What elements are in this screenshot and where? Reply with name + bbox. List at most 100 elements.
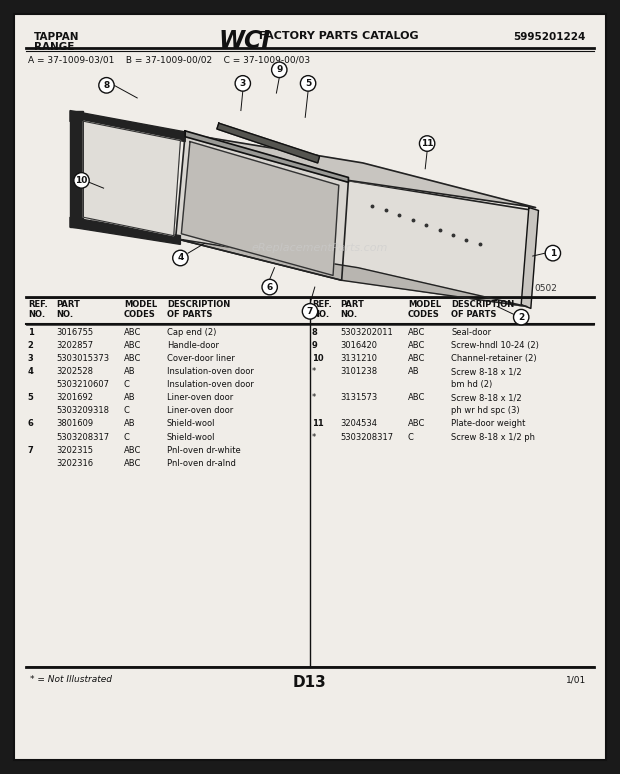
Circle shape	[545, 245, 560, 261]
Text: PART
NO.: PART NO.	[341, 300, 365, 319]
Text: 5303202011: 5303202011	[341, 328, 394, 337]
Text: Cap end (2): Cap end (2)	[167, 328, 216, 337]
Text: 5: 5	[305, 79, 311, 88]
Polygon shape	[175, 238, 527, 307]
Text: AB: AB	[124, 367, 135, 376]
Text: Seal-door: Seal-door	[451, 328, 491, 337]
Text: 1: 1	[28, 328, 33, 337]
Text: Screw-hndl 10-24 (2): Screw-hndl 10-24 (2)	[451, 341, 539, 350]
Text: 3131210: 3131210	[341, 354, 378, 363]
Polygon shape	[84, 122, 180, 235]
Text: Pnl-oven dr-alnd: Pnl-oven dr-alnd	[167, 459, 236, 467]
Text: AB: AB	[408, 367, 420, 376]
Text: 11: 11	[312, 420, 324, 429]
Text: 5303210607: 5303210607	[56, 380, 110, 389]
Text: FACTORY PARTS CATALOG: FACTORY PARTS CATALOG	[255, 31, 419, 41]
Text: ABC: ABC	[408, 328, 425, 337]
Polygon shape	[341, 180, 534, 307]
Circle shape	[513, 310, 529, 325]
Text: 9: 9	[312, 341, 317, 350]
Text: 9: 9	[276, 65, 283, 74]
Polygon shape	[175, 134, 348, 280]
Text: 11: 11	[421, 139, 433, 148]
Text: DESCRIPTION
OF PARTS: DESCRIPTION OF PARTS	[451, 300, 515, 319]
Text: *: *	[312, 367, 316, 376]
Text: 3204534: 3204534	[341, 420, 378, 429]
Text: 8: 8	[312, 328, 317, 337]
Polygon shape	[185, 134, 536, 207]
Text: AB: AB	[124, 420, 135, 429]
Text: 3016755: 3016755	[56, 328, 94, 337]
Text: 2: 2	[28, 341, 33, 350]
Text: eReplacementParts.com: eReplacementParts.com	[252, 243, 388, 253]
Text: Insulation-oven door: Insulation-oven door	[167, 380, 254, 389]
Text: 6: 6	[28, 420, 33, 429]
Text: 3201692: 3201692	[56, 393, 94, 402]
Polygon shape	[185, 131, 348, 183]
Circle shape	[301, 76, 316, 91]
Text: WCI: WCI	[219, 29, 271, 53]
Text: C: C	[124, 406, 130, 416]
Text: Liner-oven door: Liner-oven door	[167, 393, 233, 402]
Text: C: C	[124, 380, 130, 389]
Text: 3202857: 3202857	[56, 341, 94, 350]
Circle shape	[173, 250, 188, 265]
Text: 5995201224: 5995201224	[513, 32, 585, 42]
Circle shape	[303, 303, 317, 319]
Text: A = 37-1009-03/01    B = 37-1009-00/02    C = 37-1009-00/03: A = 37-1009-03/01 B = 37-1009-00/02 C = …	[28, 55, 310, 64]
Polygon shape	[217, 123, 319, 163]
Text: Handle-door: Handle-door	[167, 341, 219, 350]
Text: Screw 8-18 x 1/2 ph: Screw 8-18 x 1/2 ph	[451, 433, 535, 442]
Text: 5303208317: 5303208317	[341, 433, 394, 442]
Text: 3: 3	[240, 79, 246, 88]
Text: 3016420: 3016420	[341, 341, 378, 350]
Text: REF.
NO.: REF. NO.	[312, 300, 332, 319]
Text: 5303209318: 5303209318	[56, 406, 110, 416]
Text: 4: 4	[177, 254, 184, 262]
Text: * = Not Illustrated: * = Not Illustrated	[30, 675, 112, 684]
Polygon shape	[182, 142, 339, 276]
Text: Insulation-oven door: Insulation-oven door	[167, 367, 254, 376]
Circle shape	[262, 279, 277, 295]
Text: *: *	[312, 433, 316, 442]
Text: Channel-retainer (2): Channel-retainer (2)	[451, 354, 537, 363]
Text: 3: 3	[28, 354, 33, 363]
Text: bm hd (2): bm hd (2)	[451, 380, 492, 389]
Circle shape	[235, 76, 250, 91]
Text: D13: D13	[293, 675, 327, 690]
Circle shape	[99, 77, 114, 93]
Text: 7: 7	[28, 446, 33, 454]
Text: ABC: ABC	[408, 354, 425, 363]
Text: Screw 8-18 x 1/2: Screw 8-18 x 1/2	[451, 393, 522, 402]
Text: ABC: ABC	[408, 420, 425, 429]
Text: ph wr hd spc (3): ph wr hd spc (3)	[451, 406, 520, 416]
Text: Screw 8-18 x 1/2: Screw 8-18 x 1/2	[451, 367, 522, 376]
Text: Shield-wool: Shield-wool	[167, 433, 216, 442]
Polygon shape	[91, 116, 180, 235]
Text: Cover-door liner: Cover-door liner	[167, 354, 235, 363]
Text: Shield-wool: Shield-wool	[167, 420, 216, 429]
Text: ABC: ABC	[124, 354, 141, 363]
Text: 7: 7	[307, 307, 313, 316]
Text: TAPPAN: TAPPAN	[33, 32, 79, 42]
Text: 3202315: 3202315	[56, 446, 94, 454]
Text: 10: 10	[76, 176, 87, 185]
Circle shape	[272, 62, 287, 77]
Text: 10: 10	[312, 354, 324, 363]
Circle shape	[74, 173, 89, 188]
Polygon shape	[70, 111, 185, 142]
Text: 5303208317: 5303208317	[56, 433, 110, 442]
Text: 4: 4	[28, 367, 33, 376]
Text: 3101238: 3101238	[341, 367, 378, 376]
Text: DESCRIPTION
OF PARTS: DESCRIPTION OF PARTS	[167, 300, 230, 319]
Text: ABC: ABC	[124, 459, 141, 467]
Text: ABC: ABC	[408, 393, 425, 402]
Text: ABC: ABC	[124, 446, 141, 454]
Polygon shape	[70, 217, 180, 245]
Circle shape	[420, 135, 435, 151]
Text: 3202528: 3202528	[56, 367, 94, 376]
Text: ABC: ABC	[124, 341, 141, 350]
Text: *: *	[312, 393, 316, 402]
Text: MODEL
CODES: MODEL CODES	[124, 300, 157, 319]
Text: 8: 8	[104, 80, 110, 90]
